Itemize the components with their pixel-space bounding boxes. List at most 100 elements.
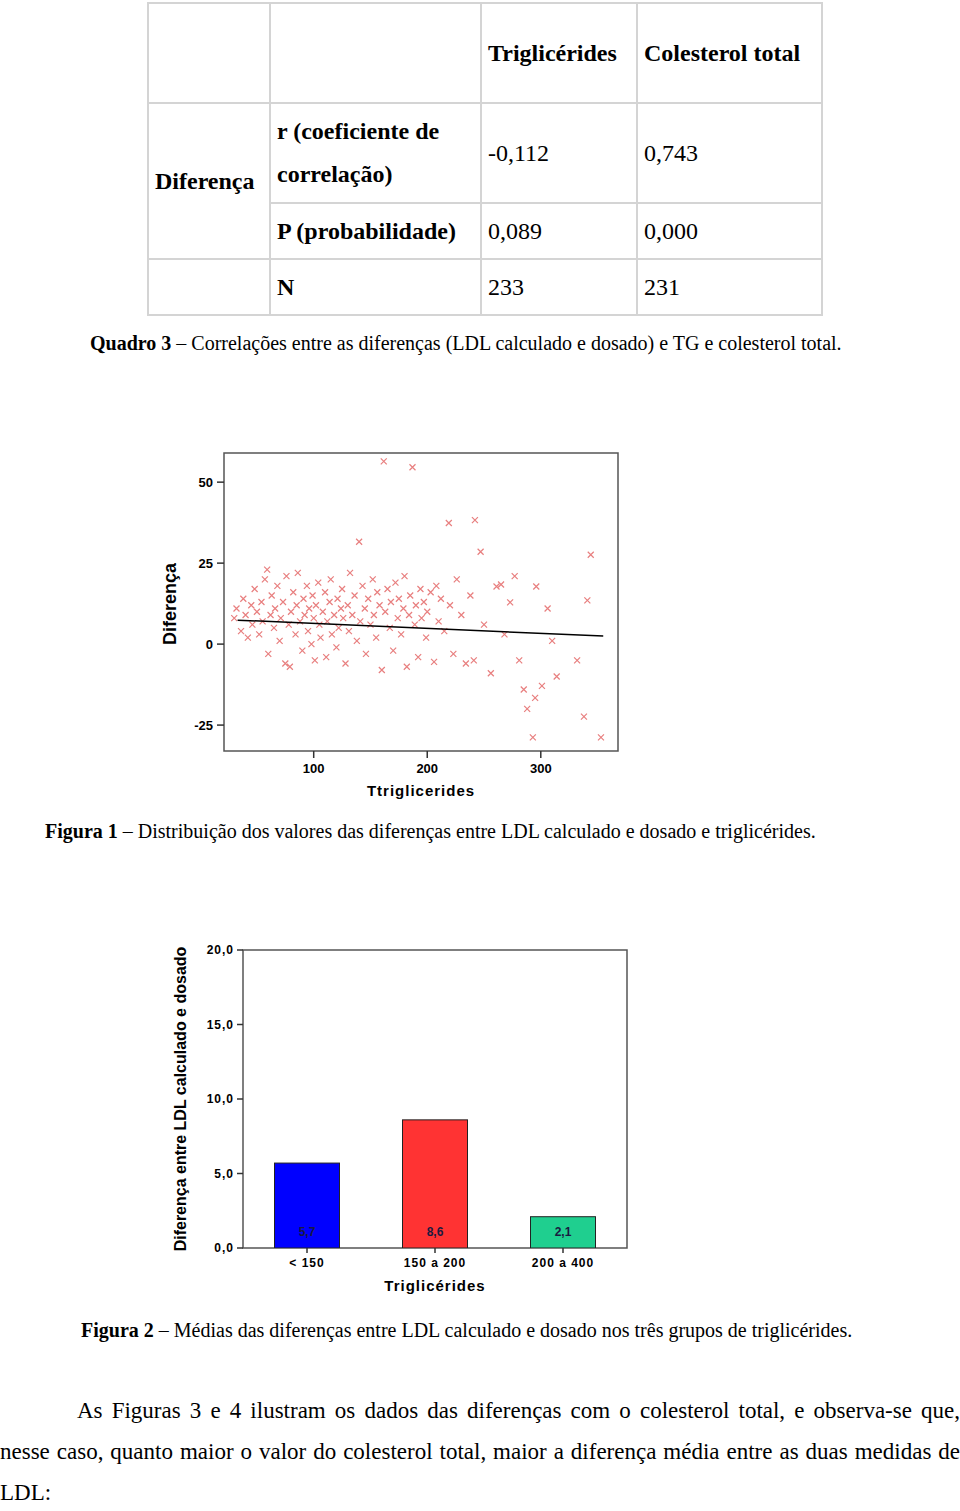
scatter-point [409,464,415,470]
y-tick [237,949,243,951]
scatter-point [320,609,326,615]
scatter-point [342,661,348,667]
caption-text: – Correlações entre as diferenças (LDL c… [176,332,841,354]
scatter-point [283,573,289,579]
scatter-point [431,659,437,665]
scatter-point [238,628,244,634]
scatter-point [262,576,268,582]
scatter-point [463,661,469,667]
scatter-point [400,605,406,611]
x-tick [434,1248,436,1253]
scatter-point [407,593,413,599]
scatter-point [274,583,280,589]
scatter-point [447,602,453,608]
scatter-point [306,605,312,611]
scatter-point [396,596,402,602]
scatter-point [311,615,317,621]
scatter-point [335,596,341,602]
scatter-point [545,605,551,611]
scatter-point [338,605,344,611]
caption-label: Figura 2 [81,1319,154,1341]
scatter-point [256,631,262,637]
y-tick [217,643,224,645]
scatter-point [322,589,328,595]
scatter-point [390,648,396,654]
scatter-point [269,593,275,599]
y-tick [217,481,224,483]
scatter-point [249,622,255,628]
y-tick-label: 10,0 [207,1092,234,1106]
bar [403,1120,468,1248]
scatter-point [318,635,324,641]
scatter-point [363,651,369,657]
scatter-point [293,631,299,637]
scatter-point [379,667,385,673]
scatter-point [498,582,504,588]
row-label: N [270,259,481,315]
scatter-point [478,549,484,555]
caption: Figura 2 – Médias das diferenças entre L… [81,1319,852,1342]
scatter-point [539,683,545,689]
data-label: 5,7 [299,1225,316,1239]
scatter-point [488,670,494,676]
x-tick [306,1248,308,1253]
scatter-point [356,539,362,545]
x-tick-label: 200 a 400 [532,1256,594,1270]
x-axis-title: Ttriglicerides [367,782,475,799]
y-tick-label: 5,0 [214,1167,234,1181]
plot-area [231,458,604,740]
scatter-point [392,580,398,586]
scatter-point [287,664,293,670]
scatter-point [588,552,594,558]
table-cell: 0,743 [637,103,822,203]
y-tick [217,724,224,726]
scatter-point [333,644,339,650]
scatter-point [265,651,271,657]
scatter-point [450,651,456,657]
bar-chart: 5,78,62,10,05,010,015,020,0< 150150 a 20… [0,930,960,1310]
column-header: Colesterol total [637,3,822,103]
scatter-chart: -2502550100200300TtrigliceridesDiferença [0,420,960,840]
scatter-point [288,609,294,615]
scatter-point [367,622,373,628]
caption-label: Figura 1 [45,820,118,842]
scatter-point [240,596,246,602]
scatter-point [328,576,334,582]
y-tick-label: 50 [199,475,213,490]
scatter-point [413,602,419,608]
x-tick-label: < 150 [289,1256,324,1270]
scatter-point [264,567,270,573]
scatter-point [387,625,393,631]
scatter-point [316,622,322,628]
table-cell: 231 [637,259,822,315]
scatter-point [371,612,377,618]
scatter-point [252,586,258,592]
y-tick-label: 20,0 [207,943,234,957]
scatter-point [373,635,379,641]
scatter-point [417,586,423,592]
caption-text: – Médias das diferenças entre LDL calcul… [159,1319,852,1341]
scatter-point [377,602,383,608]
scatter-point [280,599,286,605]
scatter-point [471,657,477,663]
scatter-point [308,641,314,647]
scatter-point [312,657,318,663]
table-row: P (probabilidade)0,0890,000 [148,203,822,259]
x-tick-label: 200 [416,761,438,776]
scatter-point [278,615,284,621]
x-tick [562,1248,564,1253]
scatter-point [272,605,278,611]
scatter-point [419,615,425,621]
y-tick [217,562,224,564]
scatter-point [248,602,254,608]
scatter-point [549,638,555,644]
scatter-point [360,583,366,589]
caption: Quadro 3 – Correlações entre as diferenç… [90,332,842,355]
scatter-point [584,597,590,603]
scatter-point [310,593,316,599]
scatter-point [395,615,401,621]
row-label: P (probabilidade) [270,203,481,259]
plot-frame [243,950,627,1248]
scatter-point [346,628,352,634]
scatter-point [581,714,587,720]
